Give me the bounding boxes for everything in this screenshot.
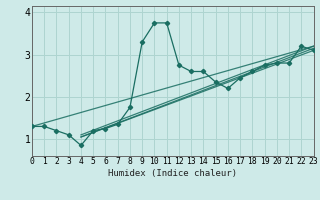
X-axis label: Humidex (Indice chaleur): Humidex (Indice chaleur) (108, 169, 237, 178)
